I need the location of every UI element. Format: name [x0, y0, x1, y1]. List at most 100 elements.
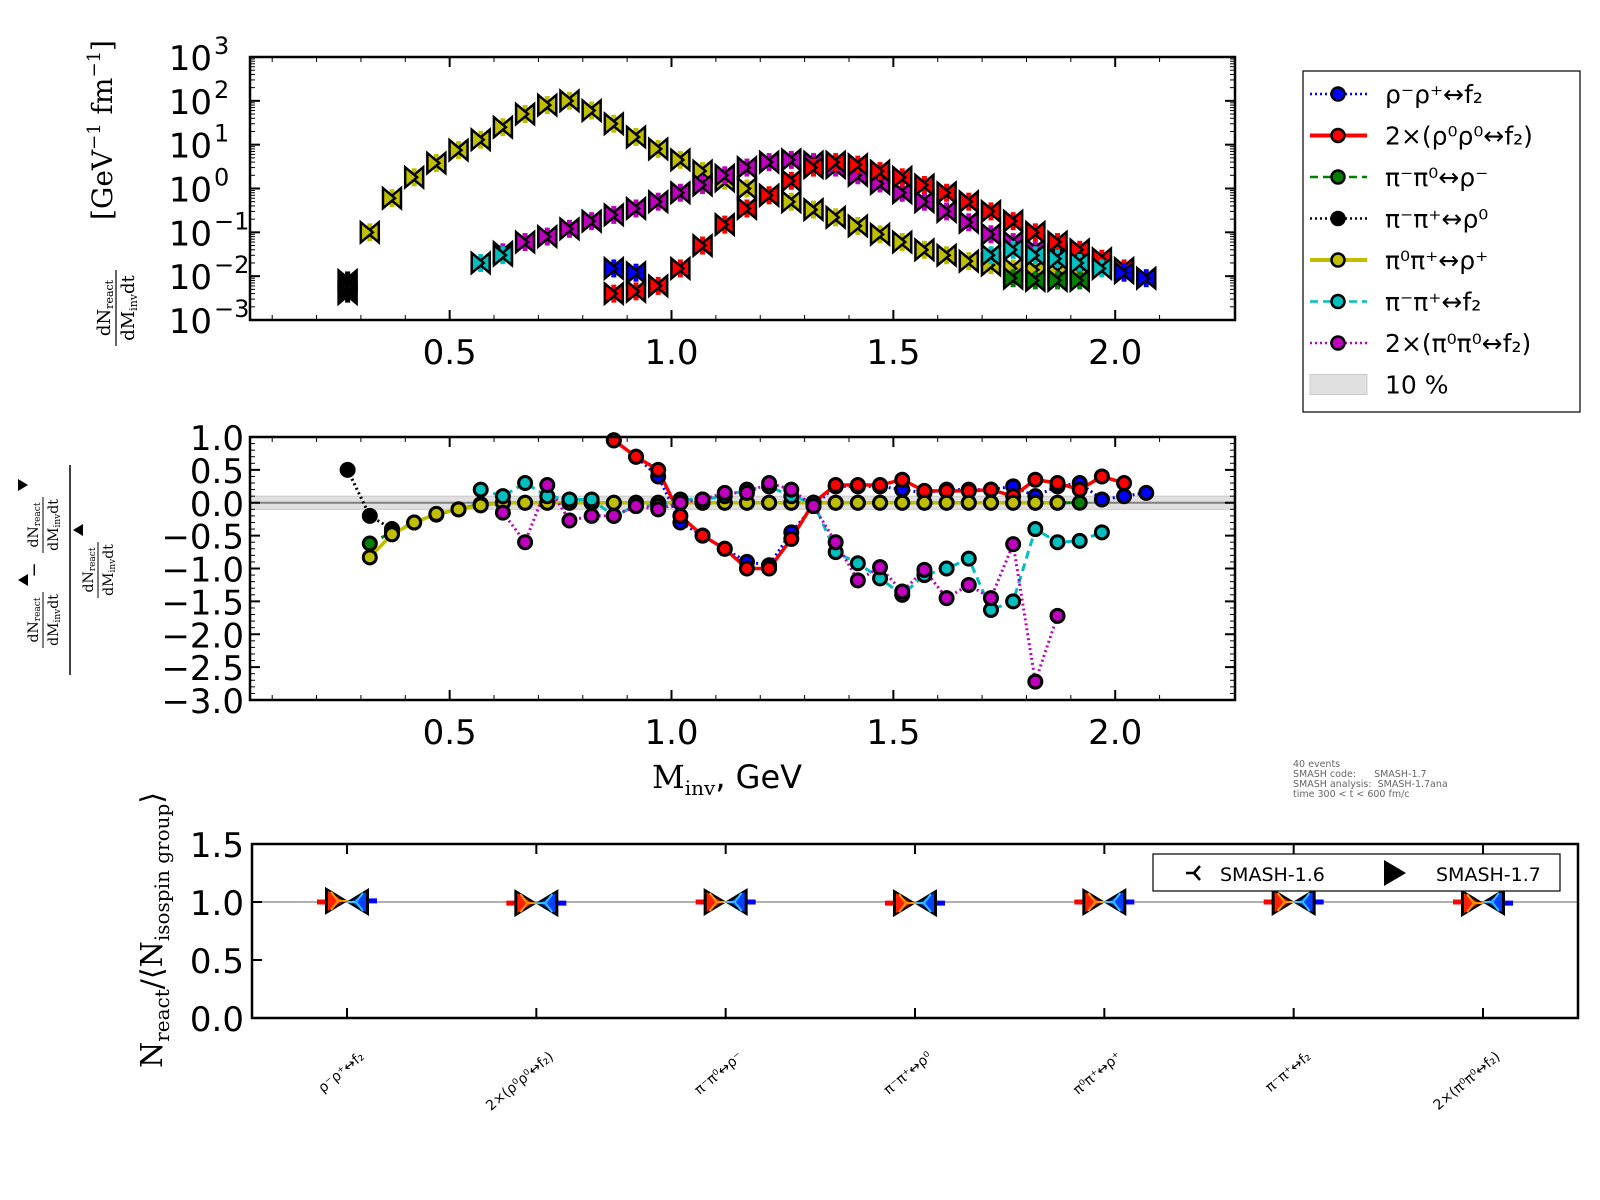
data-point-smash17 — [1025, 267, 1041, 294]
data-point — [628, 498, 645, 515]
data-point-smash17 — [470, 127, 486, 153]
tri-left-marker-icon — [1186, 865, 1201, 881]
legend-label: π⁻π⁺↔ρ⁰ — [1385, 205, 1488, 234]
data-point-smash17 — [891, 180, 908, 206]
data-point — [561, 512, 578, 529]
category-label: π⁻π⁰↔ρ⁻ — [692, 1049, 747, 1098]
data-point-smash16 — [347, 892, 364, 912]
data-point — [1071, 532, 1088, 549]
data-point — [583, 491, 600, 508]
y-tick-exponent: −1 — [214, 207, 249, 235]
data-point-smash17 — [1136, 265, 1152, 291]
info-line: 40 events — [1293, 759, 1340, 770]
data-point-smash17 — [692, 232, 708, 259]
data-point-warm — [706, 892, 722, 912]
data-point — [938, 494, 955, 511]
data-point — [406, 514, 423, 531]
data-point — [1138, 484, 1155, 501]
middle-data-marks — [339, 432, 1155, 690]
y-tick-label: 10 — [169, 39, 212, 79]
data-point — [1049, 607, 1066, 624]
series-line — [368, 501, 1058, 559]
y-tick-label: −2.5 — [161, 649, 244, 689]
svg-text:Nreact/⟨Nisospin group⟩: Nreact/⟨Nisospin group⟩ — [135, 792, 174, 1068]
data-point — [805, 498, 822, 515]
y-tick-label: 1.0 — [190, 884, 244, 924]
legend-marker-swatch — [1330, 86, 1346, 102]
data-point — [605, 494, 622, 511]
data-point-smash17 — [736, 154, 752, 181]
data-point-warm — [896, 893, 911, 914]
data-point-smash17 — [581, 208, 597, 234]
category-label: π⁰π⁺↔ρ⁺ — [1070, 1049, 1125, 1098]
data-point — [361, 549, 378, 566]
data-point-smash16 — [898, 893, 915, 913]
data-point-smash17 — [647, 273, 664, 299]
data-point-smash16 — [1104, 892, 1122, 912]
data-point — [716, 540, 733, 557]
data-point-warm — [517, 893, 533, 914]
legend-label: 2×(ρ⁰ρ⁰↔f₂) — [1385, 122, 1533, 151]
y-tick-label: 0.0 — [190, 485, 244, 525]
data-point — [982, 494, 999, 511]
data-point — [849, 476, 866, 493]
data-point — [783, 530, 800, 547]
data-point-smash17 — [914, 189, 930, 215]
data-point-smash16 — [1466, 893, 1483, 913]
svg-text:dMinvdt: dMinvdt — [46, 594, 63, 646]
data-point — [1093, 491, 1110, 508]
data-point-smash17 — [1047, 229, 1063, 255]
y-tick-label: 1.5 — [190, 826, 244, 866]
data-point — [383, 526, 400, 543]
data-point — [672, 494, 689, 511]
data-point-smash16 — [330, 891, 347, 911]
y-tick-label: −1.0 — [161, 551, 244, 591]
data-point-smash17 — [670, 147, 686, 173]
x-tick-label: 2.0 — [1088, 333, 1142, 373]
data-point-smash17 — [781, 189, 797, 215]
data-point — [694, 491, 711, 508]
data-point — [361, 507, 378, 524]
data-point-smash17 — [647, 189, 664, 215]
legend-label: π⁻π⁺↔f₂ — [1385, 288, 1481, 317]
legend-marker-swatch — [1330, 210, 1346, 227]
data-point-smash17 — [980, 242, 996, 268]
y-tick-label: −1.5 — [161, 583, 244, 623]
legend-label: 10 % — [1385, 371, 1449, 400]
category-label: 2×(ρ⁰ρ⁰↔f₂) — [483, 1049, 557, 1115]
data-point-smash17 — [847, 213, 863, 239]
data-point — [849, 572, 866, 589]
data-point — [872, 476, 889, 493]
data-point-smash17 — [1002, 265, 1019, 291]
legend-marker-swatch — [1330, 127, 1346, 144]
data-point-smash17 — [936, 180, 952, 206]
y-tick-label: 1.0 — [190, 419, 244, 459]
data-point — [872, 494, 889, 511]
data-point-smash17 — [514, 229, 531, 255]
y-tick-label: 10 — [169, 302, 212, 342]
data-point-smash17 — [869, 221, 885, 248]
data-point-smash17 — [426, 150, 442, 176]
triangle-right-marker-icon — [1384, 860, 1406, 886]
data-point-smash17 — [1069, 267, 1085, 294]
legend-marker-swatch — [1330, 169, 1346, 185]
data-point — [761, 560, 778, 577]
data-point — [1071, 494, 1088, 511]
data-point-cool — [1297, 892, 1313, 912]
data-point — [849, 494, 866, 511]
data-point — [583, 507, 600, 524]
data-point — [561, 491, 578, 508]
data-point — [1116, 488, 1133, 505]
data-point-smash17 — [869, 158, 885, 184]
data-point — [672, 507, 689, 524]
data-point — [916, 561, 933, 578]
category-label: 2×(π⁰π⁰↔f₂) — [1431, 1049, 1504, 1114]
data-point — [1049, 475, 1066, 492]
y-tick-exponent: 3 — [214, 32, 229, 60]
data-point — [716, 484, 733, 501]
legend-label: π⁰π⁺↔ρ⁺ — [1385, 246, 1488, 275]
legend-label: π⁻π⁰↔ρ⁻ — [1385, 163, 1488, 192]
data-point-smash17 — [514, 101, 531, 127]
